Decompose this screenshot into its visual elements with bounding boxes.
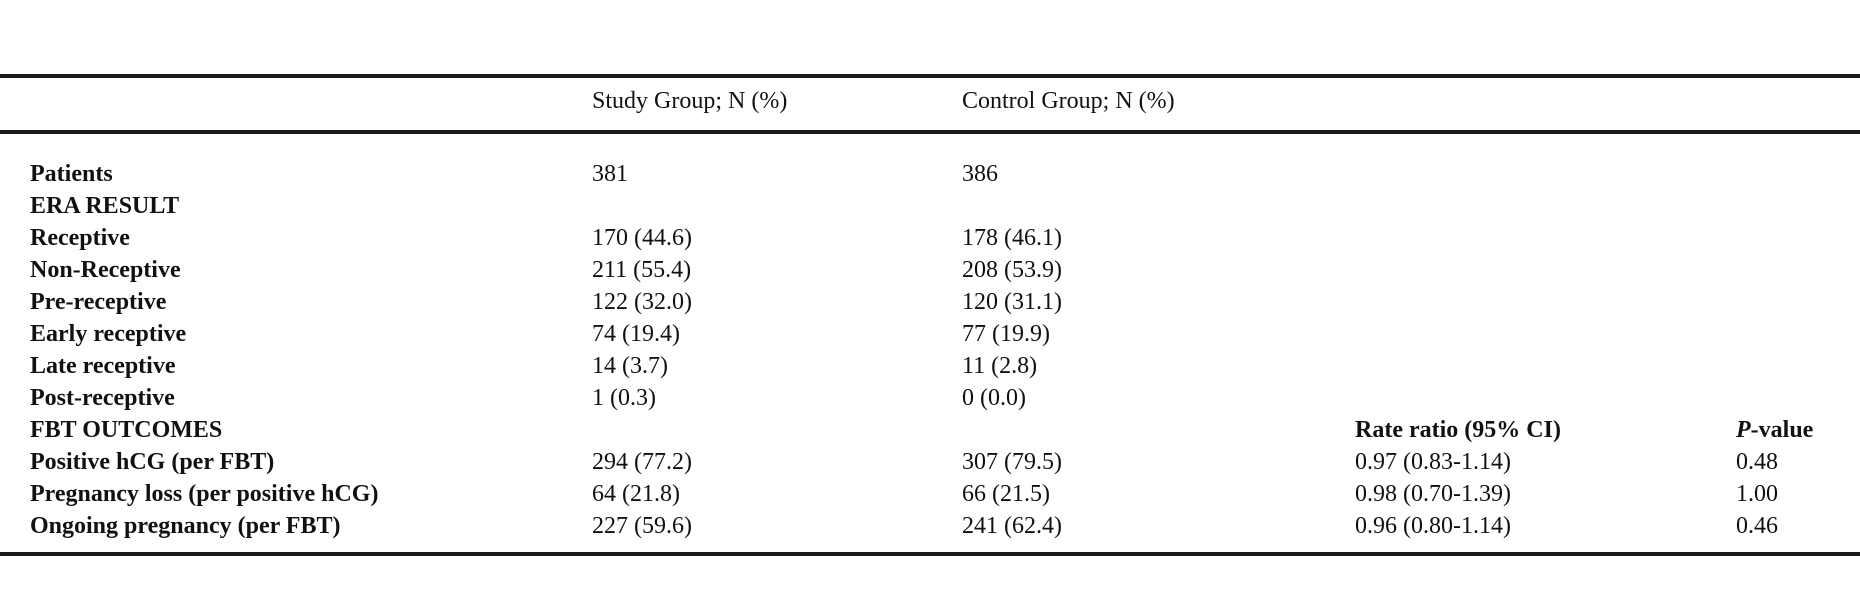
row-label: Pregnancy loss (per positive hCG) xyxy=(30,481,379,507)
row-label: Patients xyxy=(30,161,113,187)
study-value: 294 (77.2) xyxy=(592,449,692,475)
p-value-italic-p: P xyxy=(1736,417,1751,443)
table-header-rule xyxy=(0,130,1860,134)
control-value: 77 (19.9) xyxy=(962,321,1050,347)
rate-ratio-header: Rate ratio (95% CI) xyxy=(1355,417,1561,443)
table-row: Patients 381 386 xyxy=(0,158,1860,190)
row-label: Ongoing pregnancy (per FBT) xyxy=(30,513,341,539)
row-label: Non-Receptive xyxy=(30,257,181,283)
row-label: Early receptive xyxy=(30,321,187,347)
row-label: Post-receptive xyxy=(30,385,175,411)
study-value: 211 (55.4) xyxy=(592,257,692,283)
table-row: Pre-receptive 122 (32.0) 120 (31.1) xyxy=(0,286,1860,318)
table-row: ERA RESULT xyxy=(0,190,1860,222)
study-value: 227 (59.6) xyxy=(592,513,692,539)
p-value: 1.00 xyxy=(1736,481,1778,507)
table-row: Pregnancy loss (per positive hCG) 64 (21… xyxy=(0,478,1860,510)
table-row: Positive hCG (per FBT) 294 (77.2) 307 (7… xyxy=(0,446,1860,478)
row-label: Pre-receptive xyxy=(30,289,167,315)
table-top-rule xyxy=(0,74,1860,78)
study-value: 64 (21.8) xyxy=(592,481,680,507)
rate-ratio-value: 0.98 (0.70-1.39) xyxy=(1355,481,1511,507)
control-value: 307 (79.5) xyxy=(962,449,1062,475)
p-value-suffix: -value xyxy=(1750,417,1814,443)
table-row: FBT OUTCOMES Rate ratio (95% CI) P-value xyxy=(0,414,1860,446)
row-label: Late receptive xyxy=(30,353,176,379)
study-value: 122 (32.0) xyxy=(592,289,692,315)
section-label: ERA RESULT xyxy=(30,193,180,219)
control-value: 120 (31.1) xyxy=(962,289,1062,315)
study-value: 1 (0.3) xyxy=(592,385,656,411)
section-label: FBT OUTCOMES xyxy=(30,417,223,443)
control-value: 0 (0.0) xyxy=(962,385,1026,411)
control-value: 66 (21.5) xyxy=(962,481,1050,507)
p-value: 0.48 xyxy=(1736,449,1778,475)
study-value: 170 (44.6) xyxy=(592,225,692,251)
study-value: 14 (3.7) xyxy=(592,353,668,379)
control-value: 208 (53.9) xyxy=(962,257,1062,283)
table-row: Receptive 170 (44.6) 178 (46.1) xyxy=(0,222,1860,254)
rate-ratio-value: 0.96 (0.80-1.14) xyxy=(1355,513,1511,539)
row-label: Receptive xyxy=(30,225,130,251)
table-row: Early receptive 74 (19.4) 77 (19.9) xyxy=(0,318,1860,350)
table-row: Post-receptive 1 (0.3) 0 (0.0) xyxy=(0,382,1860,414)
table-row: Non-Receptive 211 (55.4) 208 (53.9) xyxy=(0,254,1860,286)
rate-ratio-value: 0.97 (0.83-1.14) xyxy=(1355,449,1511,475)
control-value: 386 xyxy=(962,161,998,187)
table-row: Ongoing pregnancy (per FBT) 227 (59.6) 2… xyxy=(0,510,1860,542)
header-control-group: Control Group; N (%) xyxy=(962,88,1175,114)
study-value: 74 (19.4) xyxy=(592,321,680,347)
study-value: 381 xyxy=(592,161,628,187)
table-row: Late receptive 14 (3.7) 11 (2.8) xyxy=(0,350,1860,382)
p-value-header: P-value xyxy=(1736,414,1813,446)
p-value: 0.46 xyxy=(1736,513,1778,539)
table-bottom-rule xyxy=(0,552,1860,556)
control-value: 241 (62.4) xyxy=(962,513,1062,539)
control-value: 11 (2.8) xyxy=(962,353,1038,379)
header-study-group: Study Group; N (%) xyxy=(592,88,788,114)
row-label: Positive hCG (per FBT) xyxy=(30,449,275,475)
control-value: 178 (46.1) xyxy=(962,225,1062,251)
